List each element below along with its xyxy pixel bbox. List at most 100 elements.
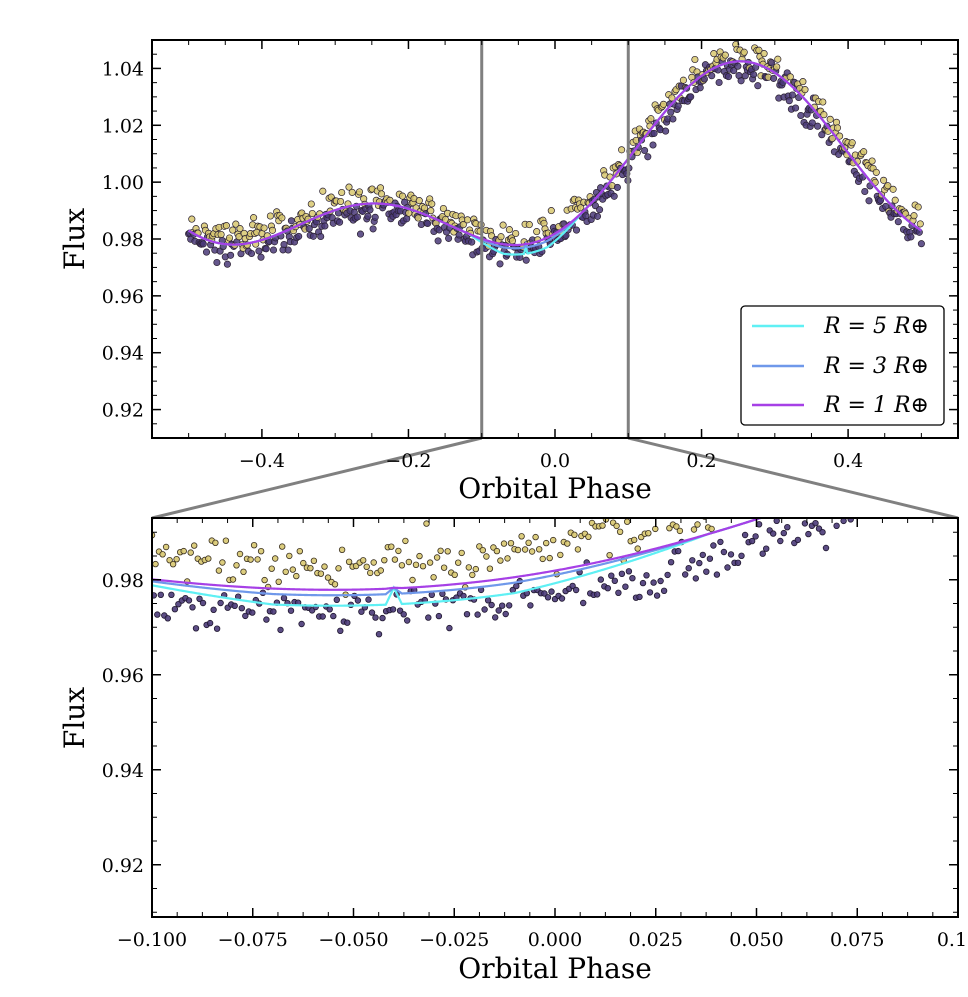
data-point [631,536,638,544]
data-point [205,555,212,562]
data-point [326,606,333,613]
data-point [851,497,857,503]
data-point [377,190,386,198]
data-point [289,566,296,573]
data-point [345,183,353,191]
data-point [212,539,219,546]
data-point [901,468,907,474]
data-point [946,460,952,466]
full-phase-x-tick-label: 0.2 [686,450,716,472]
data-point [939,452,945,458]
data-point [572,586,580,594]
data-point [395,547,402,555]
data-point [338,546,346,553]
zoom-x-tick-label: −0.025 [419,929,489,951]
data-point [873,500,879,506]
data-point [236,550,244,558]
data-point [894,471,900,477]
data-point [250,214,258,222]
data-point [929,483,935,489]
data-point [673,523,680,530]
data-point [331,581,339,588]
data-point [913,430,919,436]
data-point [865,197,873,205]
data-point [539,555,546,563]
data-point [801,86,809,94]
data-point [599,522,606,529]
data-point [804,491,810,497]
data-point [557,551,564,559]
data-point [689,557,696,564]
data-point [222,537,230,544]
data-point [217,599,224,607]
data-point [822,544,830,552]
data-point [758,485,764,491]
zoom-x-tick-label: −0.075 [218,929,288,951]
data-point [662,127,670,135]
data-point [225,234,234,242]
data-point [257,548,265,555]
data-point [499,602,506,609]
data-point [895,449,901,455]
data-point [794,536,802,544]
data-point [883,488,889,494]
data-point [752,533,759,540]
data-point [389,606,397,613]
data-point [696,84,704,92]
full-phase-y-tick-label: 0.94 [102,343,144,365]
data-point [585,533,592,540]
data-point [508,237,517,245]
data-point [522,256,530,264]
data-point [679,76,687,84]
data-point [236,225,244,233]
data-point [455,231,463,239]
data-point [837,496,843,502]
data-point [786,481,792,487]
data-point [649,141,657,149]
data-point [751,492,757,498]
zoom-x-axis-label: Orbital Phase [458,952,652,985]
data-point [499,221,507,229]
legend-label-r5: R = 5 R⊕ [823,314,929,339]
data-point [284,246,292,254]
full-phase-y-tick-label: 1.02 [102,115,144,137]
data-point [922,494,928,500]
data-point [468,238,476,246]
data-point [676,527,684,535]
data-point [458,549,465,557]
data-point [953,460,959,466]
zoom-x-tick-label: 0.050 [729,929,783,951]
data-point [513,582,520,590]
data-point [171,606,179,613]
data-point [506,602,513,609]
data-point [643,572,650,579]
data-point [257,253,265,261]
data-point [321,222,329,230]
legend-box [740,305,945,426]
data-point [871,462,877,468]
data-point [694,521,701,528]
data-point [479,547,486,554]
data-point [706,555,714,562]
data-point [674,102,682,110]
data-point [206,619,214,627]
data-point [445,234,453,242]
data-point [827,496,833,502]
data-point [536,546,543,553]
data-point [720,548,728,556]
legend: R = 5 R⊕ R = 3 R⊕ R = 1 R⊕ [740,305,945,426]
data-point [233,562,240,569]
data-point [159,551,166,558]
data-point [544,594,552,601]
data-point [235,233,243,241]
data-point [344,619,351,626]
data-point [192,625,200,632]
data-point [254,556,261,563]
data-point [915,474,921,480]
data-point [435,612,443,620]
data-point [215,567,223,574]
data-point [790,469,796,475]
data-point [653,592,661,599]
data-point [696,559,703,567]
data-point [660,587,668,594]
